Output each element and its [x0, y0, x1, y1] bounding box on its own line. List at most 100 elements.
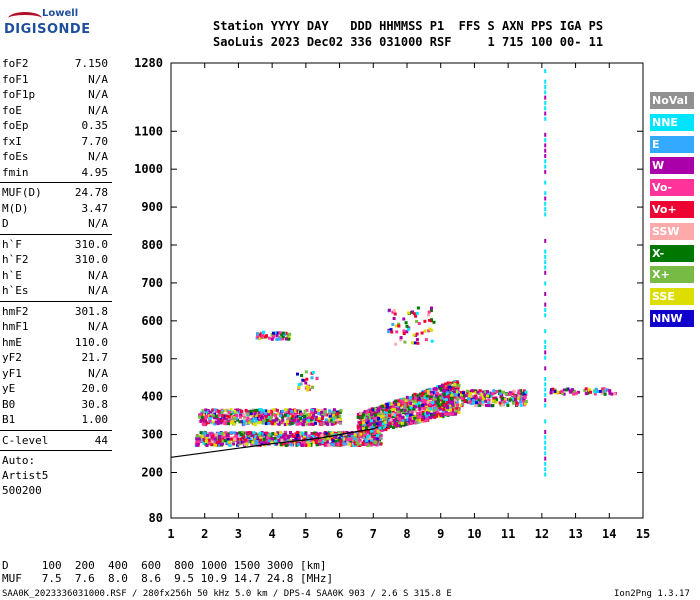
- autoscale-note: Artist5: [2, 469, 49, 482]
- echo-point: [465, 389, 469, 393]
- param-row: M(D) 3.47: [0, 201, 112, 217]
- echo-point: [374, 434, 378, 438]
- echo-point: [505, 392, 508, 396]
- echo-point: [269, 417, 273, 421]
- echo-point: [544, 329, 547, 334]
- echo-point: [401, 401, 405, 405]
- echo-point: [236, 441, 240, 445]
- echo-point: [217, 413, 221, 417]
- echo-point: [316, 408, 320, 412]
- echo-point: [264, 437, 268, 441]
- echo-point: [251, 415, 255, 419]
- echo-point: [244, 421, 248, 425]
- param-name: D: [2, 217, 9, 230]
- echo-point: [374, 413, 378, 417]
- echo-point: [405, 330, 409, 334]
- echo-point: [422, 410, 426, 414]
- echo-point: [416, 412, 419, 416]
- echo-point: [281, 415, 284, 419]
- echo-point: [364, 415, 368, 419]
- echo-point: [334, 439, 337, 443]
- echo-point: [224, 421, 228, 425]
- echo-point: [202, 431, 206, 435]
- echo-point: [217, 443, 221, 447]
- echo-point: [354, 442, 357, 446]
- echo-point: [544, 451, 547, 456]
- echo-point: [223, 421, 227, 425]
- echo-point: [445, 401, 449, 405]
- echo-point: [226, 432, 230, 436]
- echo-point: [391, 322, 395, 326]
- echo-point: [428, 327, 432, 331]
- echo-point: [261, 438, 264, 442]
- echo-point: [491, 392, 495, 396]
- echo-point: [423, 402, 427, 406]
- echo-point: [228, 419, 232, 423]
- echo-point: [254, 417, 258, 421]
- footer-file-info: SAA0K_2023336031000.RSF / 280fx256h 50 k…: [2, 589, 452, 599]
- echo-point: [207, 412, 211, 416]
- echo-point: [272, 408, 276, 412]
- echo-point: [323, 438, 327, 442]
- echo-point: [323, 408, 327, 412]
- echo-point: [326, 422, 330, 426]
- echo-point: [402, 397, 406, 401]
- legend-item-x-: X-: [650, 244, 694, 262]
- param-row: foE N/A: [0, 103, 112, 119]
- echo-point: [257, 419, 261, 423]
- echo-point: [368, 416, 372, 420]
- echo-point: [519, 403, 523, 407]
- echo-point: [339, 439, 343, 443]
- echo-point: [447, 395, 450, 399]
- echo-point: [576, 390, 580, 394]
- echo-point: [523, 399, 527, 403]
- echo-point: [209, 410, 213, 414]
- echo-point: [302, 420, 306, 423]
- param-name: foEs: [2, 150, 29, 163]
- echo-point: [448, 399, 451, 402]
- echo-point: [443, 382, 447, 386]
- echo-point: [391, 412, 395, 416]
- echo-point: [370, 413, 374, 417]
- echo-point: [366, 419, 370, 422]
- echo-point: [544, 398, 547, 403]
- echo-point: [376, 409, 380, 413]
- logo-line1: Lowell: [42, 8, 79, 19]
- echo-point: [426, 389, 430, 393]
- echo-point: [274, 408, 278, 412]
- echo-point: [328, 409, 332, 413]
- echo-point: [481, 403, 485, 406]
- param-name: yF1: [2, 366, 22, 380]
- echo-point: [322, 435, 326, 438]
- echo-point: [387, 401, 391, 405]
- echo-point: [501, 403, 505, 407]
- echo-point: [459, 390, 463, 394]
- param-row: yE 20.0: [0, 381, 112, 397]
- echo-point: [244, 438, 248, 442]
- echo-point: [341, 440, 345, 444]
- echo-point: [572, 390, 576, 394]
- echo-point: [506, 403, 510, 407]
- echo-point: [357, 439, 361, 443]
- echo-point: [359, 432, 363, 436]
- echo-point: [408, 418, 412, 422]
- echo-point: [403, 408, 407, 412]
- echo-point: [488, 402, 492, 406]
- echo-point: [386, 423, 390, 427]
- echo-point: [229, 431, 233, 435]
- echo-point: [225, 433, 229, 437]
- echo-point: [425, 414, 428, 418]
- echo-point: [556, 390, 560, 394]
- echo-point: [515, 401, 519, 405]
- echo-point: [416, 341, 420, 345]
- echo-point: [435, 414, 438, 418]
- echo-point: [422, 407, 426, 411]
- echo-point: [243, 415, 247, 419]
- echo-point: [337, 438, 341, 442]
- echo-point: [608, 391, 612, 395]
- echo-point: [387, 414, 391, 417]
- echo-point: [216, 417, 220, 421]
- echo-point: [423, 319, 427, 323]
- echo-point: [339, 433, 343, 437]
- echo-point: [495, 389, 499, 393]
